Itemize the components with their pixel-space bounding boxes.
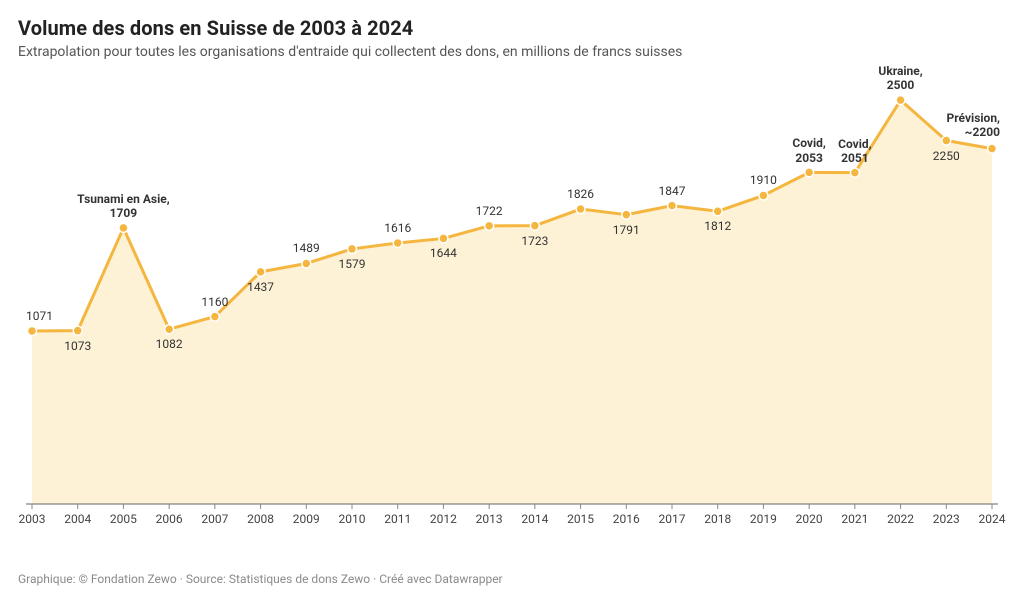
x-axis-label: 2010 (339, 512, 366, 526)
data-marker (485, 221, 494, 230)
data-marker (256, 267, 265, 276)
x-axis-label: 2020 (796, 512, 823, 526)
data-label: Ukraine,2500 (878, 64, 922, 92)
data-label: 1847 (659, 184, 686, 198)
x-axis-label: 2021 (841, 512, 868, 526)
data-label: 1082 (156, 337, 183, 351)
x-axis-label: 2013 (476, 512, 503, 526)
data-marker (119, 223, 128, 232)
data-marker (988, 144, 997, 153)
data-label: Covid,2051 (838, 137, 872, 165)
x-axis-label: 2018 (704, 512, 731, 526)
data-label: Tsunami en Asie,1709 (77, 192, 170, 220)
x-axis-label: 2015 (567, 512, 594, 526)
chart-footer: Graphique: © Fondation Zewo · Source: St… (18, 572, 503, 586)
chart-area: 2003 2004 2005 2006 2007 2008 2009 2010 2011 2012… (18, 74, 1006, 544)
data-label: 1826 (567, 187, 594, 201)
page: Volume des dons en Suisse de 2003 à 2024… (0, 0, 1024, 594)
x-axis-label: 2006 (156, 512, 183, 526)
data-label: 1579 (339, 257, 366, 271)
chart-subtitle: Extrapolation pour toutes les organisati… (18, 44, 1006, 60)
data-label: 1160 (201, 295, 228, 309)
data-label: 1722 (476, 204, 503, 218)
data-label: 1812 (704, 219, 731, 233)
data-marker (668, 201, 677, 210)
data-label: 1489 (293, 241, 320, 255)
data-marker (210, 312, 219, 321)
x-axis-label: 2003 (19, 512, 46, 526)
data-marker (530, 221, 539, 230)
data-marker (165, 325, 174, 334)
data-marker (302, 259, 311, 268)
x-axis-label: 2008 (247, 512, 274, 526)
data-label: 1437 (247, 280, 274, 294)
data-label: Covid,2053 (792, 136, 826, 164)
data-label: 1073 (64, 339, 91, 353)
data-marker (622, 210, 631, 219)
data-marker (348, 244, 357, 253)
data-marker (805, 168, 814, 177)
data-label: 2250 (933, 149, 960, 163)
data-label: 1616 (384, 221, 411, 235)
data-marker (713, 207, 722, 216)
x-axis-label: 2024 (979, 512, 1006, 526)
data-marker (439, 234, 448, 243)
chart-title: Volume des dons en Suisse de 2003 à 2024 (18, 16, 1006, 40)
data-label: 1910 (750, 173, 777, 187)
data-marker (393, 238, 402, 247)
data-marker (576, 205, 585, 214)
x-axis-label: 2023 (933, 512, 960, 526)
x-axis-label: 2014 (521, 512, 548, 526)
x-axis-label: 2005 (110, 512, 137, 526)
data-marker (73, 326, 82, 335)
data-marker (28, 326, 37, 335)
x-axis-label: 2004 (64, 512, 91, 526)
x-axis-label: 2012 (430, 512, 457, 526)
x-axis-label: 2022 (887, 512, 914, 526)
x-axis-label: 2016 (613, 512, 640, 526)
data-label: 1644 (430, 246, 457, 260)
x-axis-label: 2017 (659, 512, 686, 526)
data-label: 1071 (26, 309, 53, 323)
data-marker (896, 96, 905, 105)
data-label: 1791 (613, 223, 640, 237)
data-label: 1723 (521, 234, 548, 248)
x-axis-label: 2009 (293, 512, 320, 526)
data-label: Prévision,~2200 (928, 111, 1000, 139)
data-marker (759, 191, 768, 200)
data-marker (850, 168, 859, 177)
x-axis-label: 2011 (384, 512, 411, 526)
x-axis-label: 2007 (201, 512, 228, 526)
x-axis-label: 2019 (750, 512, 777, 526)
